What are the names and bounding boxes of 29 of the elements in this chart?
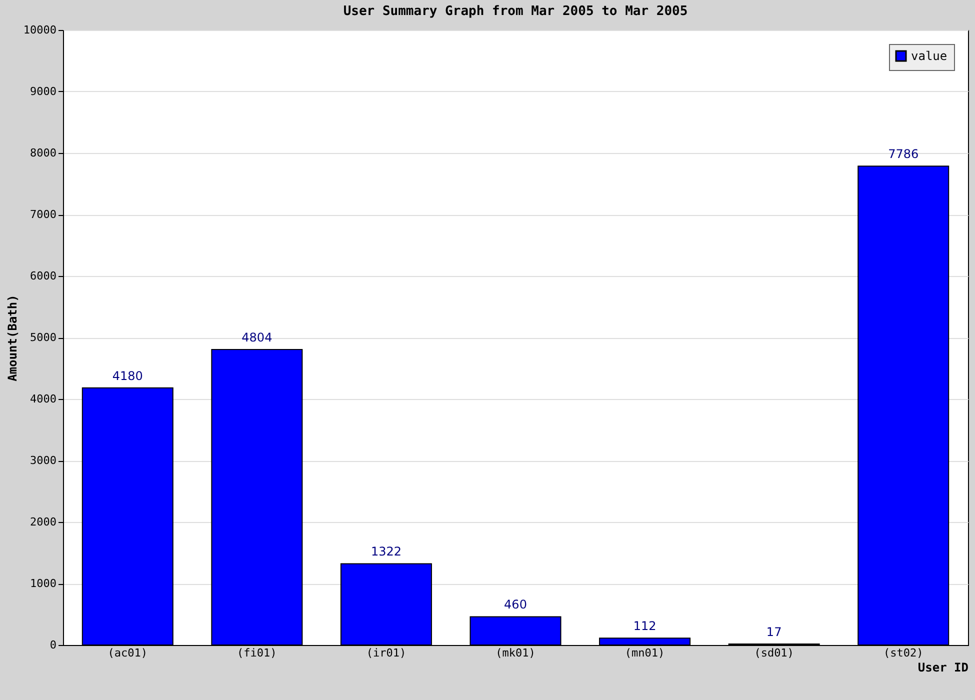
x-tick-label: (mk01) <box>496 646 536 660</box>
y-tick-label: 3000 <box>30 454 56 467</box>
x-tick-label: (ir01) <box>366 646 406 660</box>
x-tick-label: (mn01) <box>624 646 665 660</box>
x-tick-label: (fi01) <box>237 646 277 660</box>
y-tick-label: 6000 <box>30 270 56 282</box>
y-tick-label: 5000 <box>30 331 56 344</box>
data-label: 460 <box>504 598 527 612</box>
y-tick-label: 4000 <box>30 392 56 406</box>
chart-title: User Summary Graph from Mar 2005 to Mar 2005 <box>343 4 688 19</box>
x-tick-label: (ac01) <box>108 646 148 660</box>
y-tick-label: 2000 <box>30 516 56 528</box>
x-tick-label: (sd01) <box>754 646 794 660</box>
data-label: 7786 <box>888 147 919 162</box>
y-tick-label: 7000 <box>30 208 56 221</box>
data-label: 112 <box>633 619 656 634</box>
data-label: 4804 <box>242 330 272 345</box>
data-label: 4180 <box>112 368 143 383</box>
x-tick-label: (st02) <box>883 646 924 660</box>
y-tick-label: 9000 <box>30 85 56 98</box>
legend-label: value <box>911 49 948 63</box>
y-axis-title: Amount(Bath) <box>5 294 20 382</box>
data-label: 1322 <box>370 544 402 559</box>
y-tick-label: 1000 <box>30 577 56 590</box>
data-label: 17 <box>766 624 782 639</box>
y-tick-label: 8000 <box>30 146 56 160</box>
x-axis-title: User ID <box>918 660 968 674</box>
y-tick-label: 10000 <box>23 24 56 36</box>
y-tick-label: 0 <box>50 638 56 652</box>
